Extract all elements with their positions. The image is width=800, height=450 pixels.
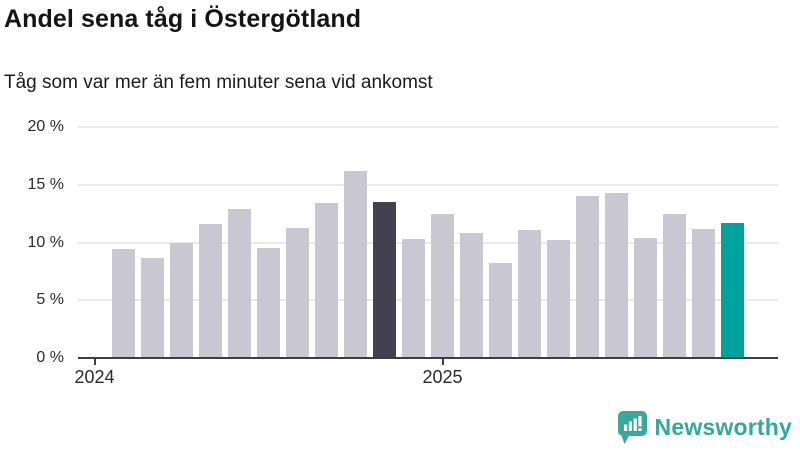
bar-2024-02 [112, 249, 135, 358]
x-axis-line [78, 357, 778, 359]
y-axis-label: 10 % [27, 233, 64, 251]
bar-2024-09 [315, 203, 338, 358]
x-axis-tick [441, 358, 444, 365]
bar-2024-12 [402, 239, 425, 358]
bar-2025-07 [605, 192, 628, 358]
gridline [78, 241, 778, 244]
x-axis-label: 2024 [74, 367, 115, 387]
gridline [78, 126, 778, 128]
chart-subtitle: Tåg som var mer än fem minuter sena vid … [4, 72, 433, 93]
bar-2024-05 [199, 224, 222, 358]
bar-2025-06 [576, 196, 599, 358]
y-axis-label: 0 % [36, 349, 64, 366]
brand-label: Newsworthy [654, 414, 792, 440]
bar-2024-10 [344, 170, 367, 358]
bar-2024-07 [257, 248, 280, 358]
chart-title: Andel sena tåg i Östergötland [4, 5, 362, 33]
y-axis-label: 20 % [27, 118, 64, 135]
bar-2025-01 [431, 213, 454, 358]
bar-2024-11 [373, 202, 396, 358]
gridline [78, 183, 778, 186]
bar-2025-09 [663, 213, 686, 358]
newsworthy-speech-bubble-bar-chart-icon [617, 411, 647, 444]
plot-area: 0 % 5 % 10 % 15 % 20 % 2024 2025 [28, 119, 778, 386]
gridline [78, 299, 778, 302]
y-axis-label: 5 % [36, 291, 64, 309]
bar-2024-08 [286, 227, 309, 358]
bar-2024-03 [141, 257, 164, 358]
bar-2024-06 [228, 209, 251, 358]
bar-2024-04 [170, 242, 193, 358]
x-axis-tick [93, 358, 96, 365]
bar-2025-02 [460, 233, 483, 358]
bar-2025-10 [692, 228, 715, 358]
brand-logo-link[interactable]: Newsworthy [617, 411, 792, 444]
x-axis-label: 2025 [422, 367, 463, 387]
y-axis-label: 15 % [27, 175, 64, 193]
bar-2025-05 [547, 240, 570, 358]
bar-2025-08 [634, 237, 657, 358]
bar-2025-04 [518, 229, 541, 358]
bar-2025-03 [489, 263, 512, 358]
bar-2025-11 [721, 222, 744, 358]
